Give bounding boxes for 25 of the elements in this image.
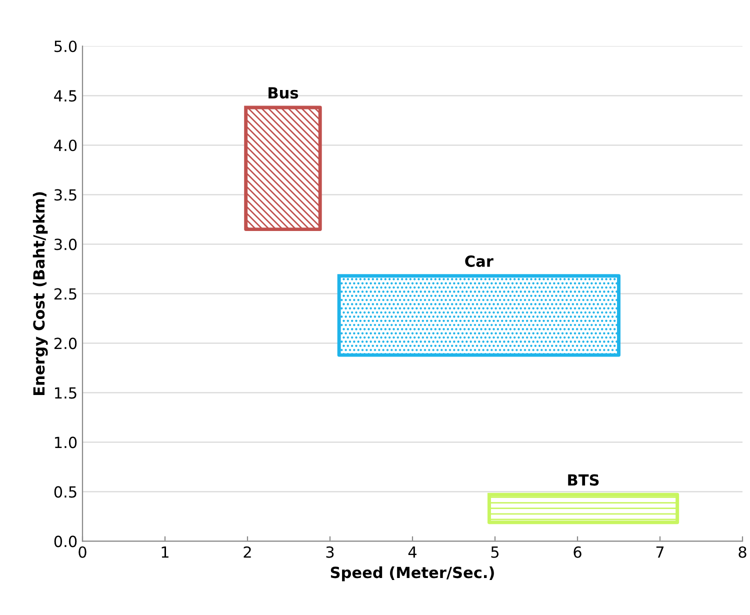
y-tick-label: 2.5 (54, 288, 76, 300)
x-tick-label: 8 (738, 546, 746, 558)
y-tick-label: 0.0 (54, 536, 77, 548)
y-tick-label: 1.0 (55, 436, 77, 448)
x-tick-label: 4 (408, 546, 417, 558)
series-label: Bus (268, 87, 298, 99)
x-tick-label: 5 (491, 546, 499, 558)
series-label: Car (465, 255, 494, 267)
x-tick-label: 2 (244, 546, 251, 558)
y-tick-label: 4.0 (54, 140, 77, 152)
y-tick-label: 1.5 (55, 387, 76, 399)
y-tick-label: 3.5 (54, 189, 76, 201)
y-axis-title: Energy Cost (Baht/pkm) (32, 192, 48, 396)
x-tick-label: 7 (656, 546, 664, 558)
y-tick-label: 5.0 (54, 40, 77, 52)
y-tick-label: 4.5 (54, 90, 76, 102)
x-tick-label: 3 (326, 546, 334, 558)
x-tick-label: 0 (78, 546, 86, 558)
x-tick-label: 6 (574, 546, 582, 558)
y-tick-label: 3.0 (54, 238, 77, 250)
x-axis-title: Speed (Meter/Sec.) (330, 566, 494, 582)
y-tick-label: 0.5 (54, 486, 76, 498)
series-label: BTS (568, 474, 599, 486)
x-tick-label: 1 (162, 546, 168, 558)
y-tick-label: 2.0 (54, 338, 77, 350)
